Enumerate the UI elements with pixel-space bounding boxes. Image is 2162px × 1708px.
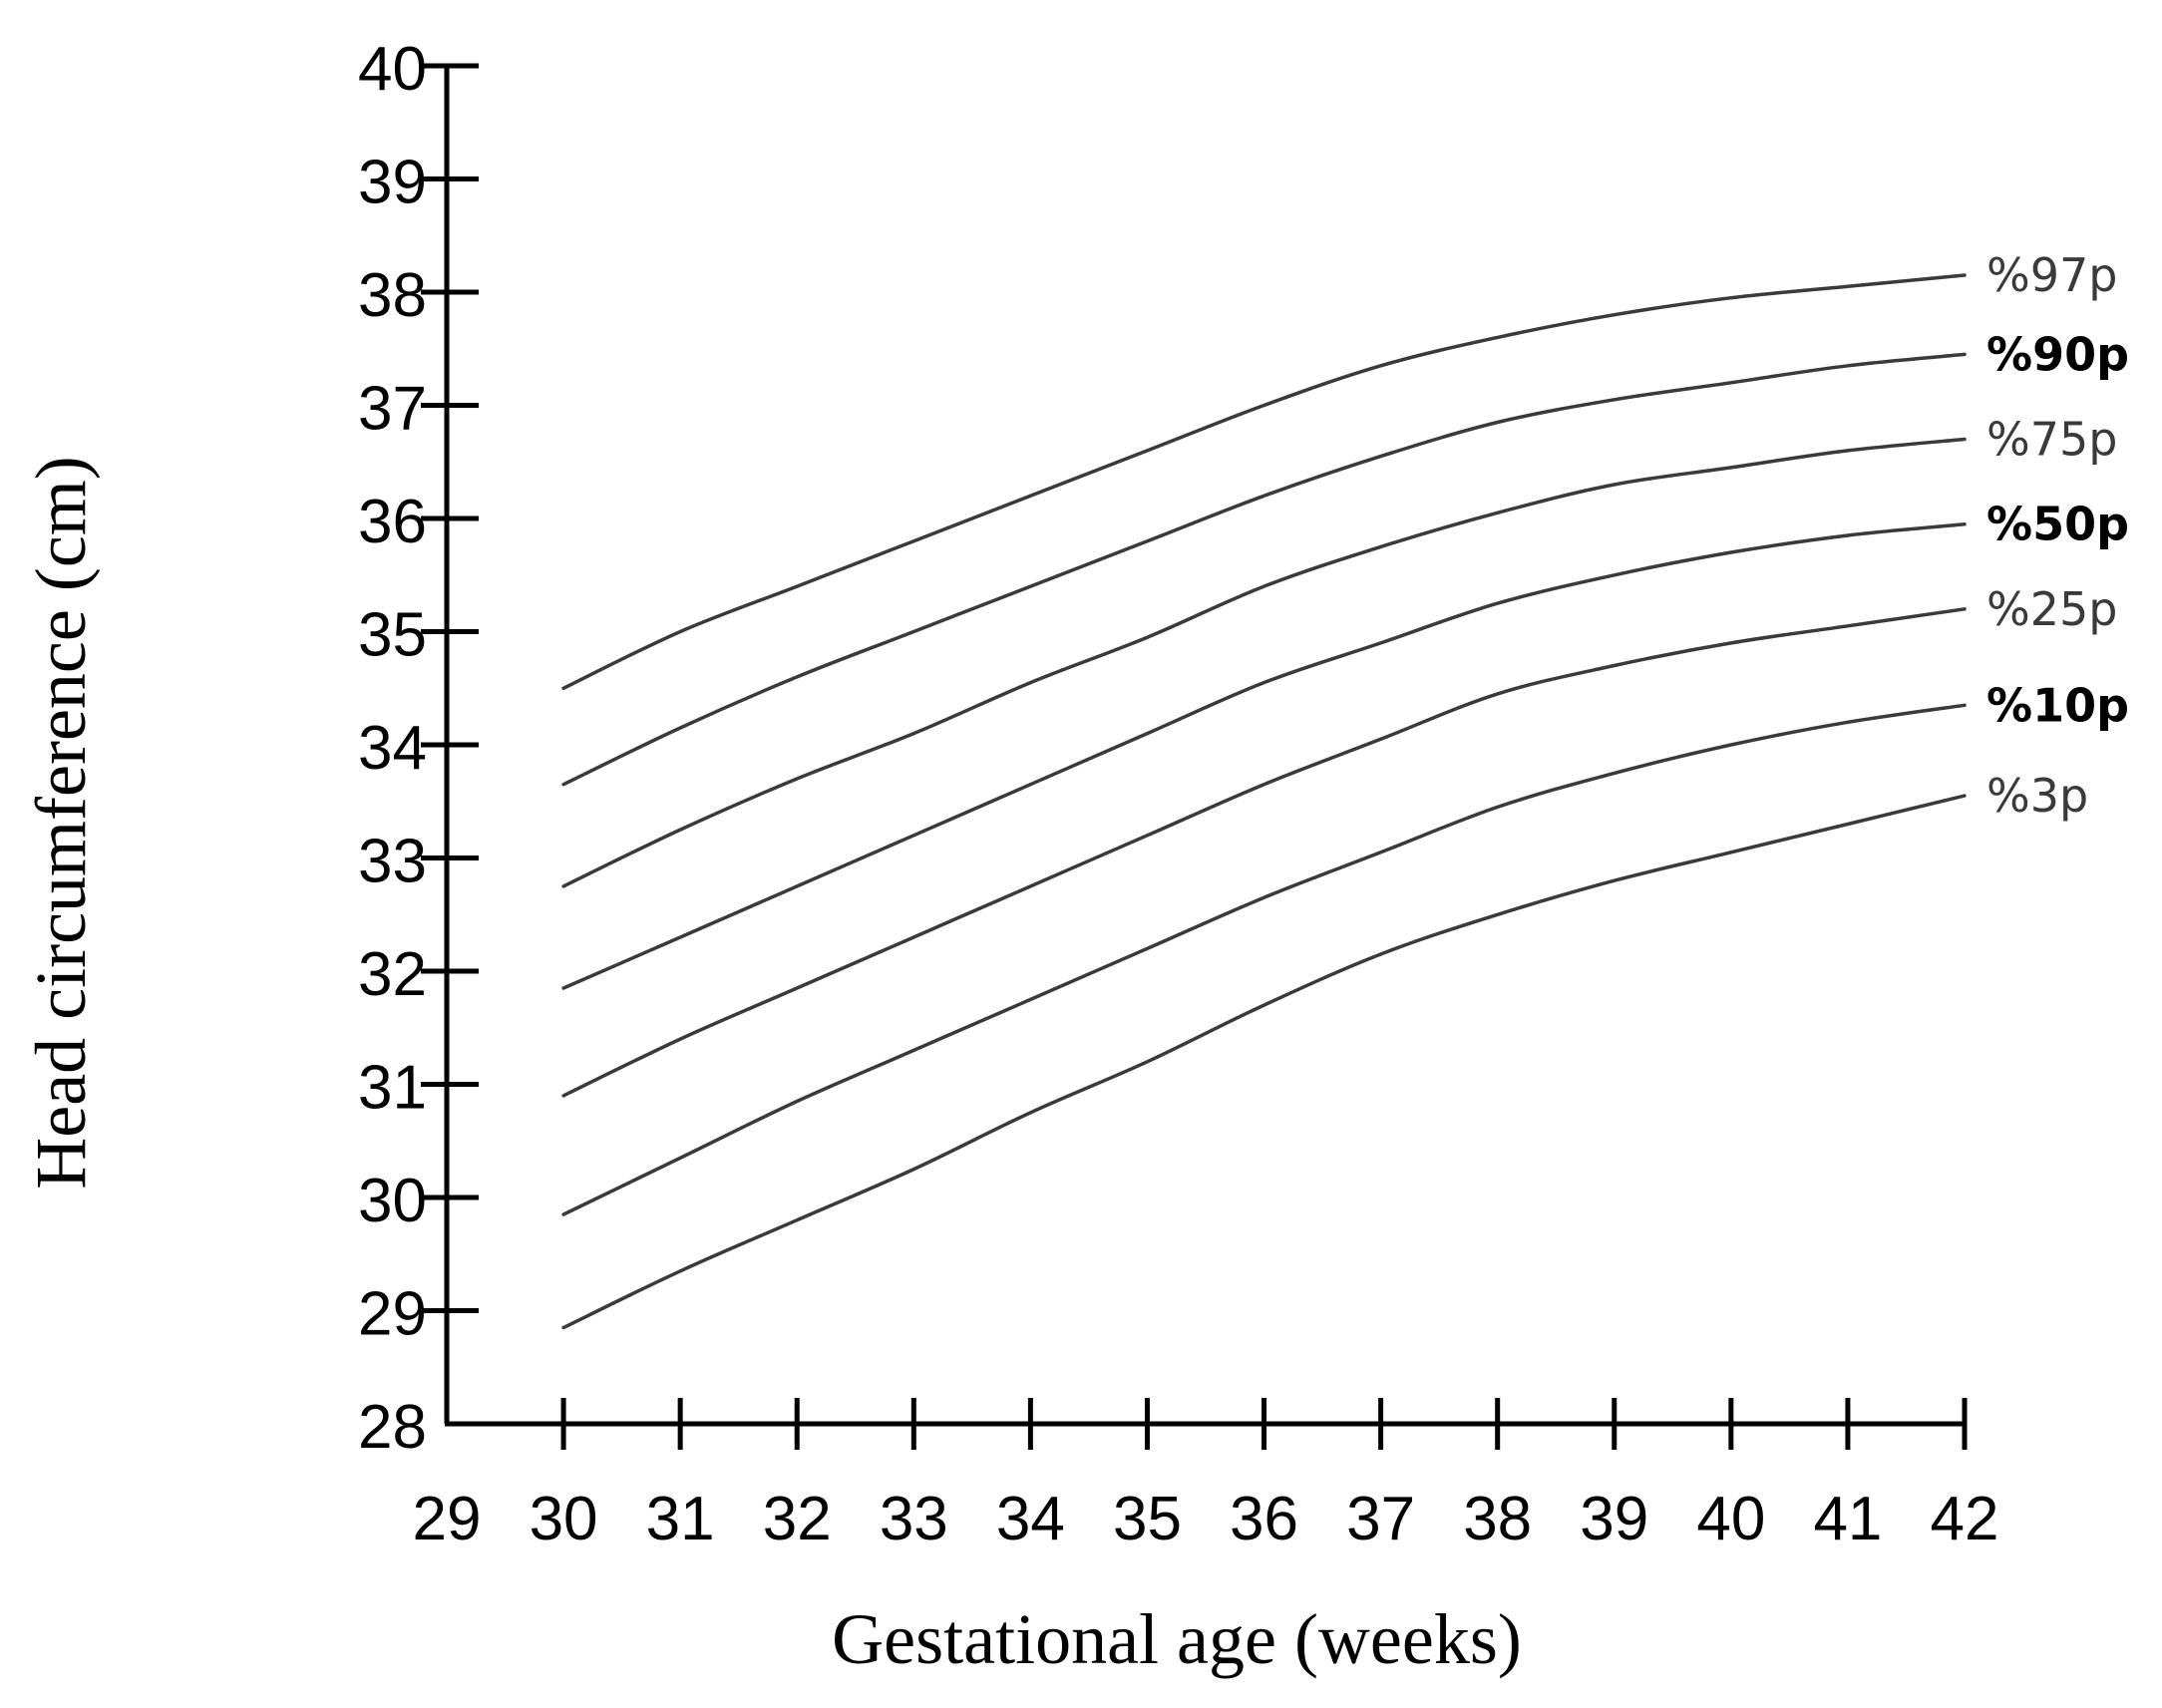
y-axis-title: Head circumference (cm) <box>21 456 101 1190</box>
y-tick-label: 28 <box>358 1393 427 1462</box>
series-line-pct-97p <box>561 273 1967 691</box>
x-tick-label: 39 <box>1580 1485 1648 1553</box>
x-tick-label: 35 <box>1113 1485 1182 1553</box>
y-tick-label: 29 <box>358 1280 427 1349</box>
y-tick-label: 40 <box>358 35 427 104</box>
percentile-labels: %97p %90p %75p %50p %25p %10p %3p <box>1986 248 2129 823</box>
series-line-pct-50p <box>561 521 1967 990</box>
x-tick-label: 33 <box>880 1485 948 1553</box>
x-tick-label: 29 <box>413 1485 482 1553</box>
y-tick-label: 37 <box>358 375 427 444</box>
y-tick-label: 38 <box>358 261 427 330</box>
x-tick-label: 37 <box>1346 1485 1415 1553</box>
series-line-pct-90p <box>561 352 1967 787</box>
series-label-pct-25p: %25p <box>1986 582 2117 636</box>
x-tick-label: 38 <box>1463 1485 1532 1553</box>
series-line-pct-3p <box>561 794 1967 1330</box>
x-tick-label: 42 <box>1931 1485 1999 1553</box>
x-tick-label: 30 <box>530 1485 598 1553</box>
x-tick-label: 31 <box>646 1485 715 1553</box>
y-tick-label: 30 <box>358 1167 427 1235</box>
series-label-pct-75p: %75p <box>1986 413 2117 467</box>
series-label-pct-97p: %97p <box>1986 248 2117 302</box>
x-axis-ticks: 29 30 31 32 33 34 35 36 37 38 39 40 41 42 <box>413 1398 1999 1553</box>
y-tick-label: 39 <box>358 149 427 217</box>
y-tick-label: 36 <box>358 488 427 556</box>
series-line-pct-25p <box>561 607 1967 1098</box>
x-tick-label: 40 <box>1696 1485 1765 1553</box>
y-tick-label: 34 <box>358 714 427 783</box>
y-tick-label: 31 <box>358 1054 427 1123</box>
x-axis-title: Gestational age (weeks) <box>832 1599 1522 1679</box>
series-label-pct-3p: %3p <box>1986 769 2088 823</box>
x-tick-label: 32 <box>763 1485 832 1553</box>
series-label-pct-10p: %10p <box>1986 678 2129 732</box>
series-label-pct-90p: %90p <box>1986 327 2129 381</box>
percentile-lines <box>561 273 1967 1330</box>
x-tick-label: 34 <box>996 1485 1065 1553</box>
series-line-pct-75p <box>561 437 1967 888</box>
y-tick-label: 33 <box>358 828 427 896</box>
y-tick-label: 32 <box>358 940 427 1009</box>
y-tick-label: 35 <box>358 601 427 670</box>
y-axis-ticks: 28 29 30 31 32 33 34 35 36 37 38 39 40 <box>358 35 479 1462</box>
series-label-pct-50p: %50p <box>1986 498 2129 551</box>
x-tick-label: 41 <box>1813 1485 1882 1553</box>
x-tick-label: 36 <box>1230 1485 1298 1553</box>
series-line-pct-10p <box>561 703 1967 1216</box>
